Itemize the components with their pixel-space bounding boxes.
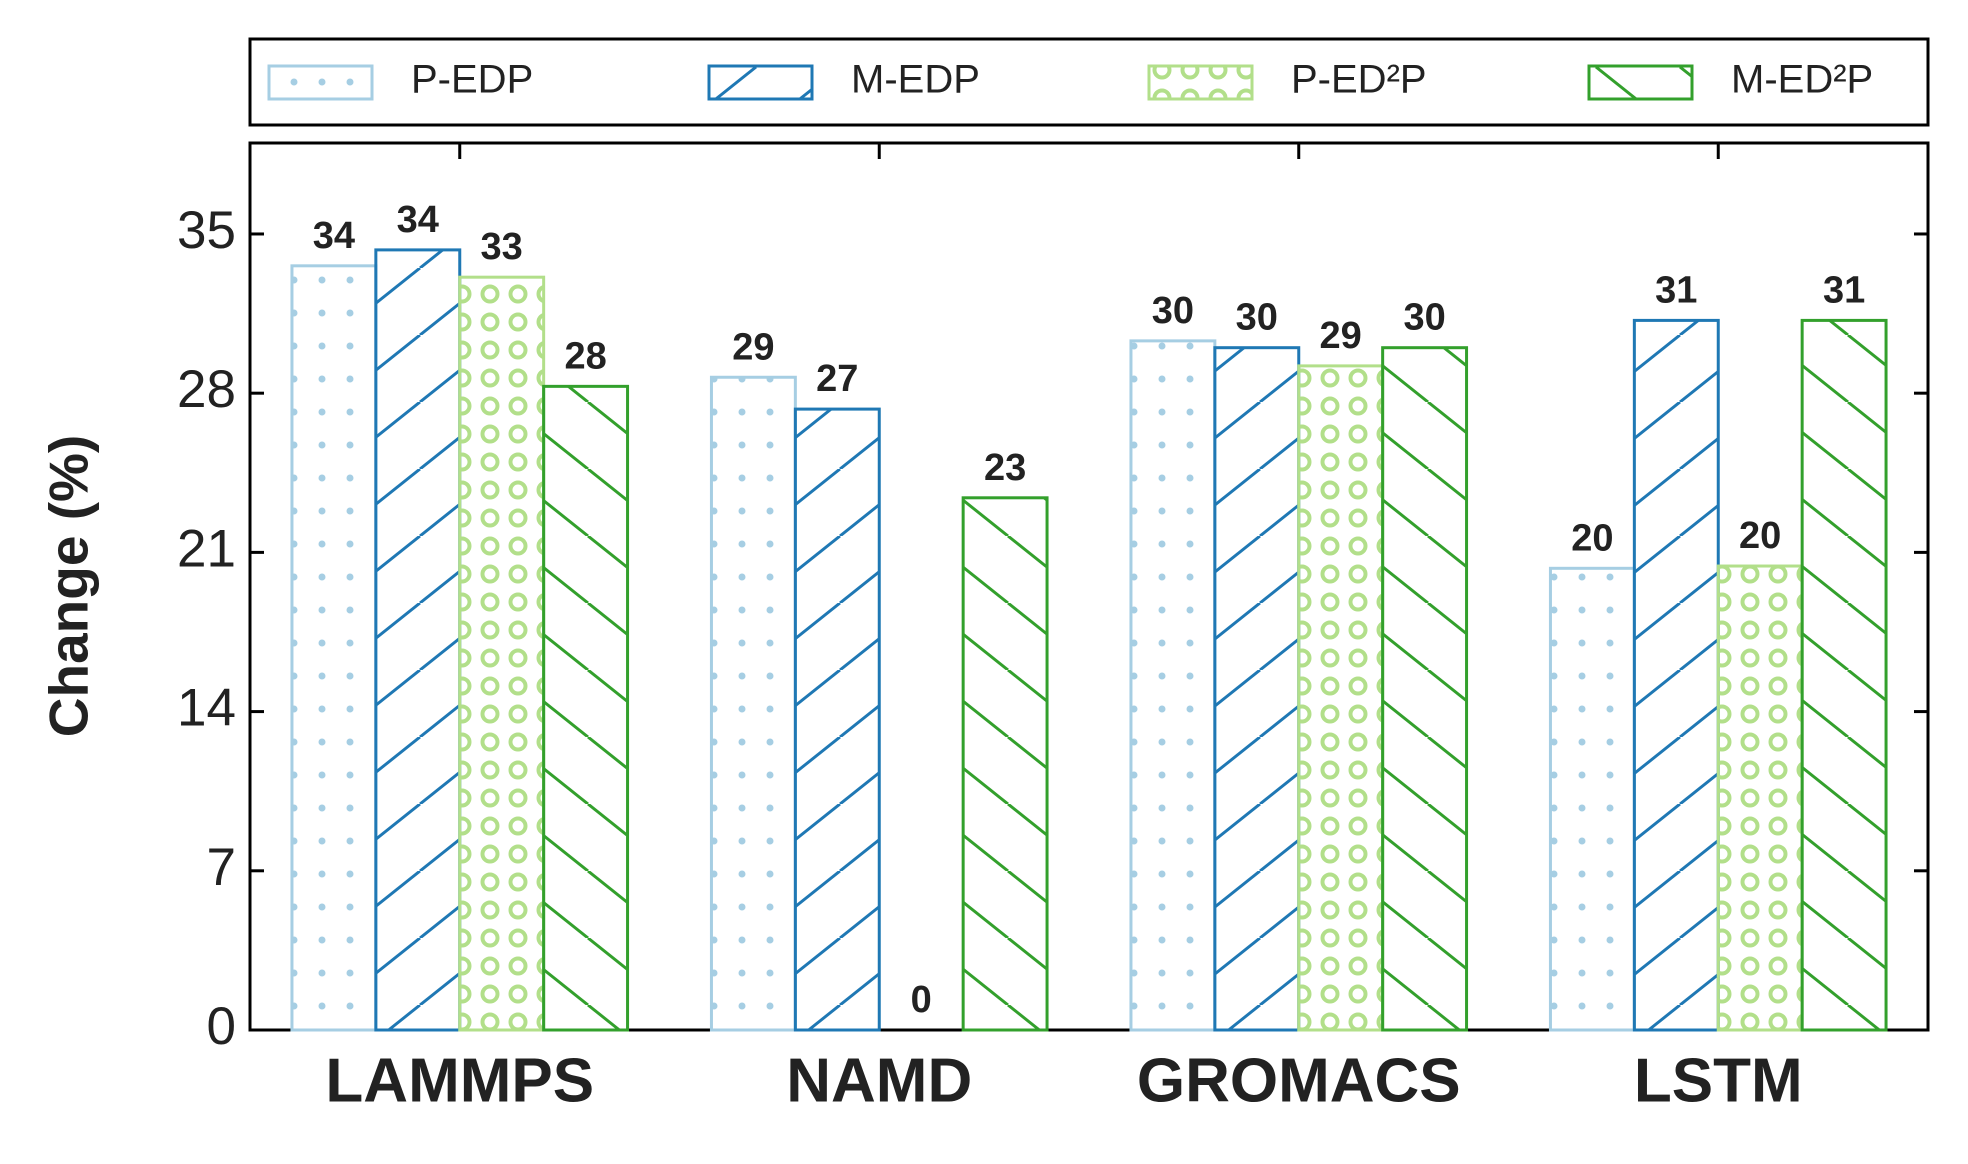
bar (961, 496, 1049, 1032)
value-label: 34 (313, 215, 355, 257)
legend-label: M-EDP (851, 58, 980, 102)
value-label: 31 (1823, 269, 1865, 311)
y-tick-label: 35 (177, 201, 236, 260)
x-tick-label: NAMD (786, 1046, 972, 1115)
y-tick-label: 14 (177, 679, 236, 738)
legend-swatch (1147, 64, 1254, 101)
value-label: 30 (1152, 290, 1194, 332)
x-tick-label: LAMMPS (325, 1046, 594, 1115)
value-label: 33 (481, 226, 523, 268)
legend-label: P-EDP (411, 58, 533, 102)
y-tick-label: 0 (207, 997, 236, 1056)
value-label: 28 (564, 335, 606, 377)
value-label: 30 (1403, 297, 1445, 339)
bar (374, 248, 462, 1032)
value-label: 29 (1320, 315, 1362, 357)
bar (290, 264, 378, 1032)
y-tick-label: 7 (207, 838, 236, 897)
y-tick-label: 21 (177, 519, 236, 578)
value-label: 29 (732, 326, 774, 368)
value-label: 34 (397, 199, 439, 241)
value-label: 0 (911, 979, 932, 1021)
bar (1548, 566, 1636, 1032)
bar (1297, 364, 1385, 1032)
legend-box (248, 37, 1930, 127)
bar (458, 275, 546, 1032)
bar (1381, 346, 1469, 1032)
value-label: 20 (1571, 517, 1613, 559)
bar (542, 384, 630, 1032)
legend-label: P-ED²P (1291, 58, 1427, 102)
bar (1129, 339, 1217, 1032)
x-tick-label: LSTM (1634, 1046, 1803, 1115)
value-label: 20 (1739, 515, 1781, 557)
legend-swatch (1587, 64, 1694, 101)
plot-frame (248, 141, 1930, 1032)
value-label: 23 (984, 447, 1026, 489)
legend-swatch (707, 64, 814, 101)
bar (793, 407, 881, 1032)
value-label: 27 (816, 358, 858, 400)
legend-label: M-ED²P (1731, 58, 1873, 102)
value-label: 31 (1655, 269, 1697, 311)
bar (1213, 346, 1301, 1032)
bar (1716, 564, 1804, 1032)
x-tick-label: GROMACS (1137, 1046, 1461, 1115)
legend-swatch (267, 64, 374, 101)
bar (1800, 318, 1888, 1032)
bar (1632, 318, 1720, 1032)
y-tick-label: 28 (177, 360, 236, 419)
bar (709, 375, 797, 1032)
value-label: 30 (1236, 297, 1278, 339)
y-axis-label: Change (%) (38, 435, 100, 738)
